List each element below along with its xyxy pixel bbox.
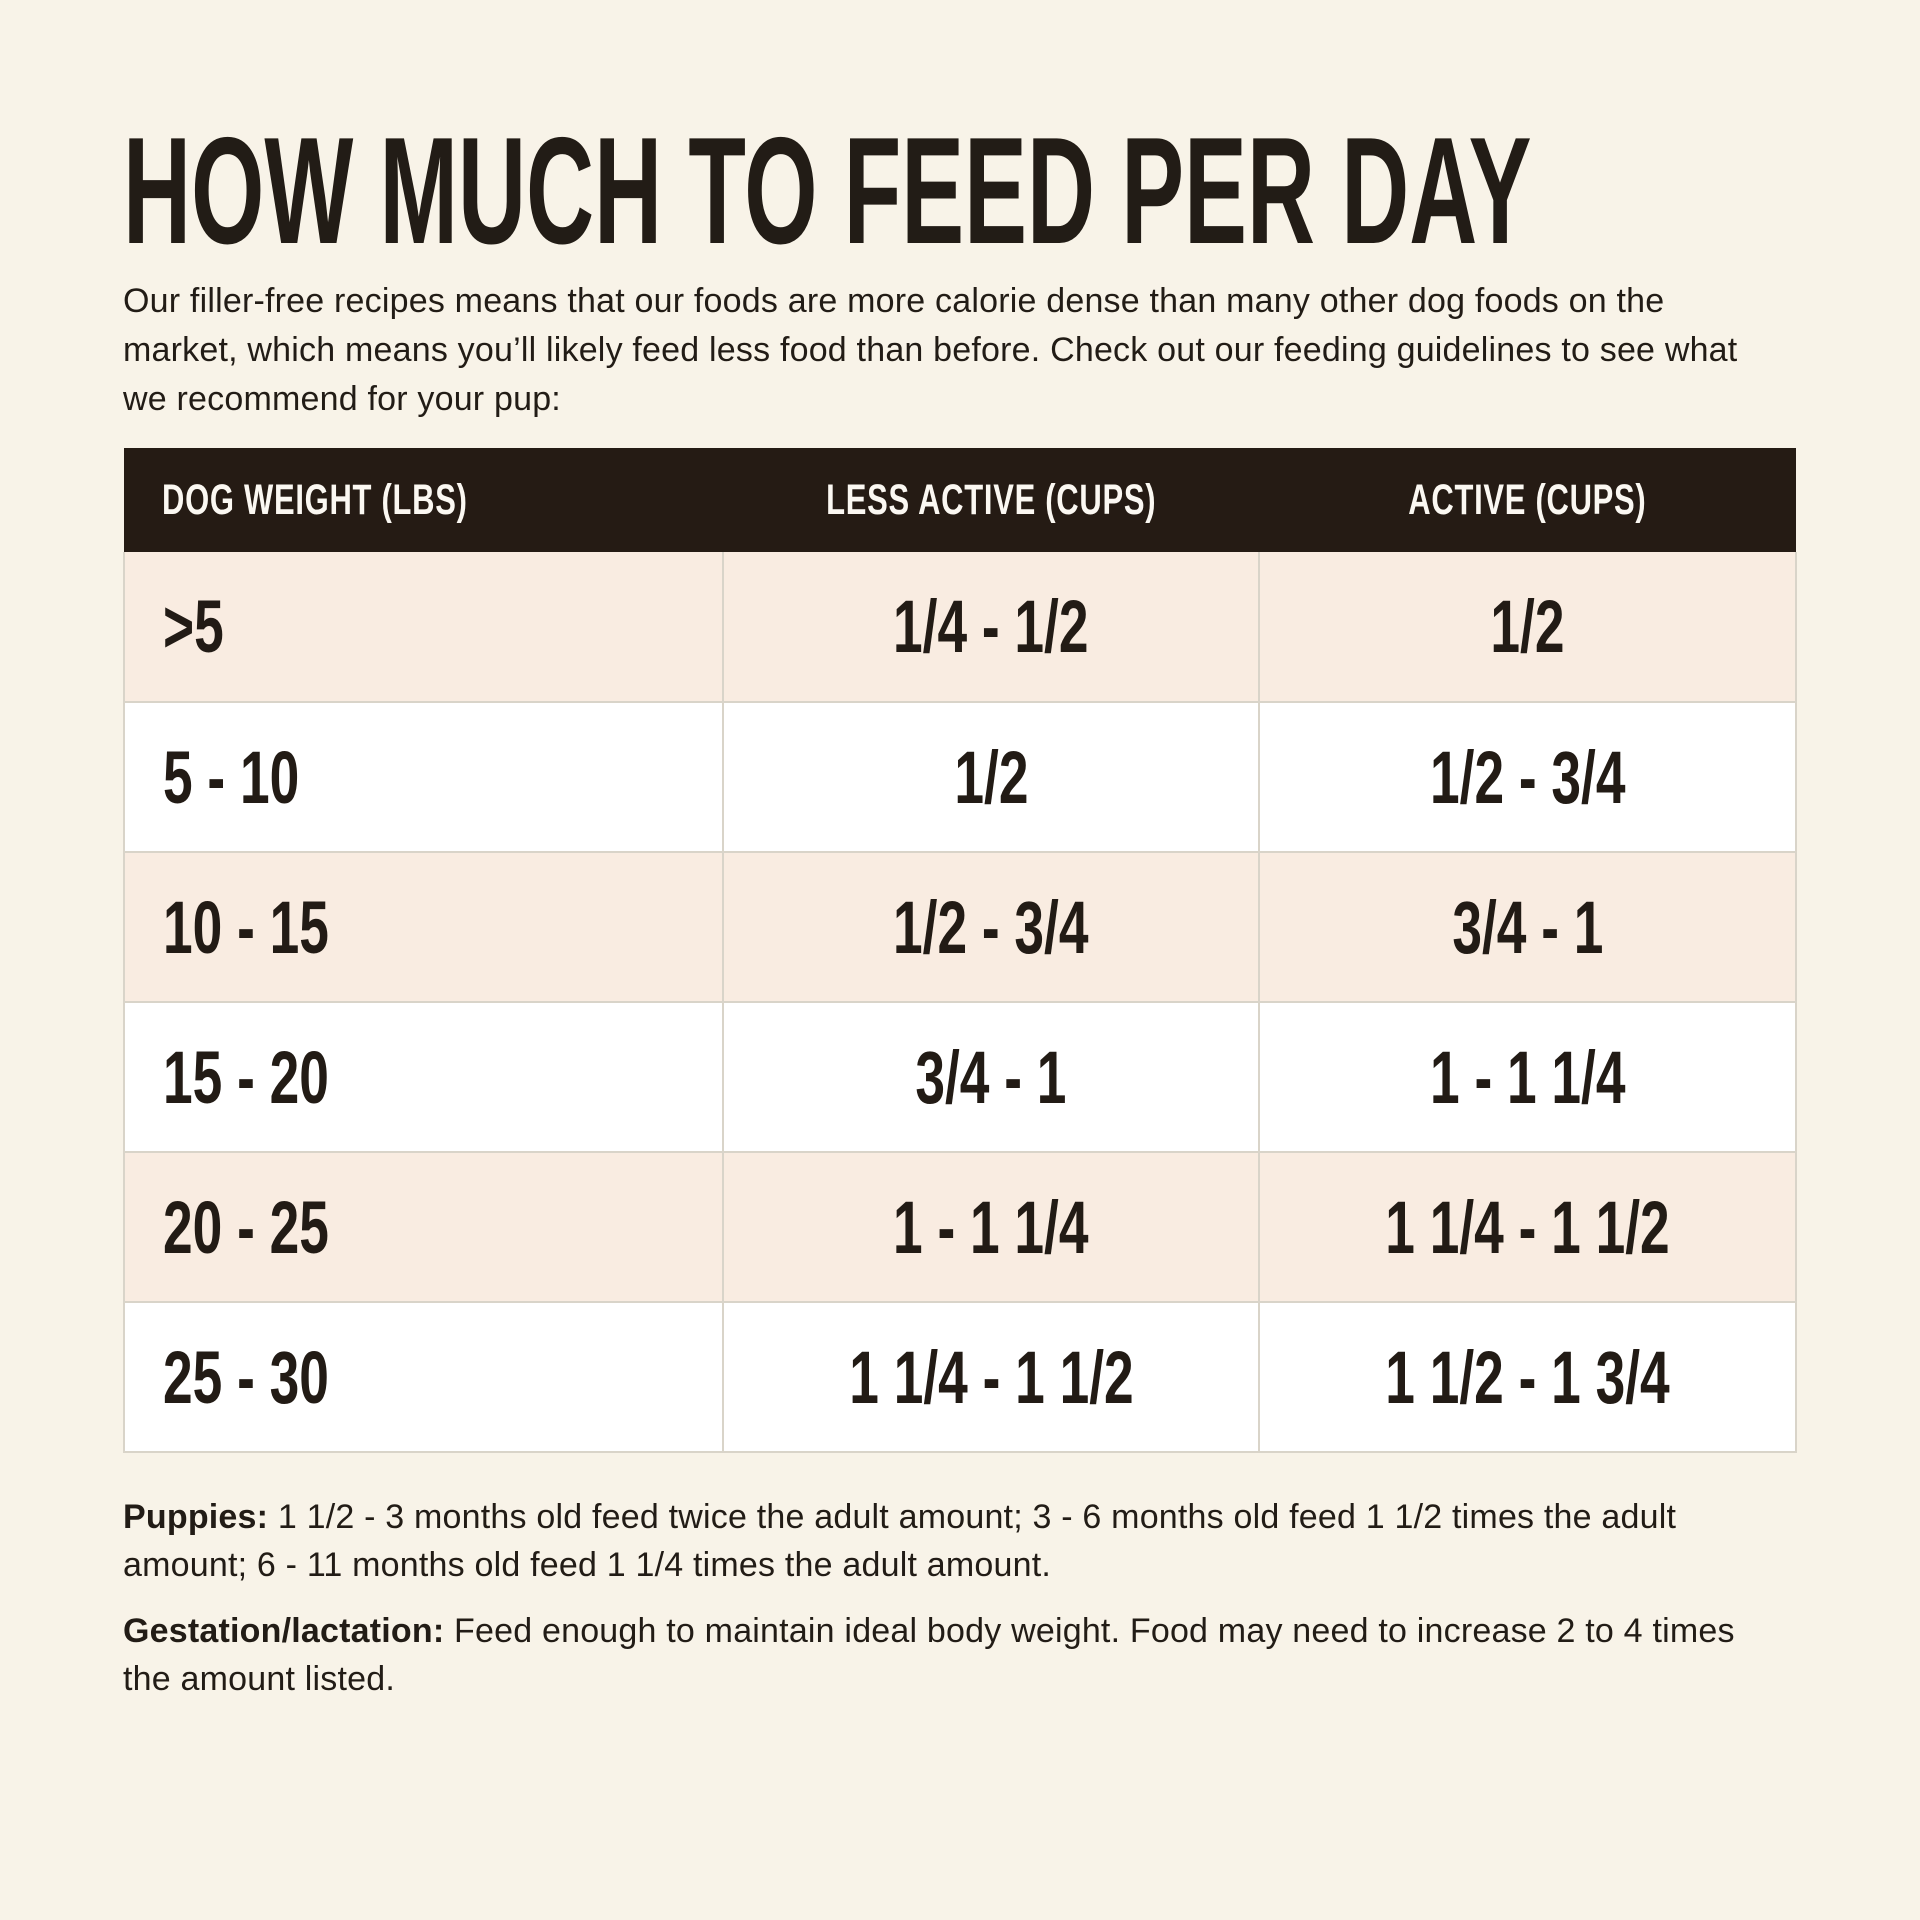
cell-less-active: 1/2 - 3/4 xyxy=(722,851,1260,1004)
intro-paragraph: Our filler-free recipes means that our f… xyxy=(123,282,1738,419)
cell-less-active: 1 - 1 1/4 xyxy=(722,1151,1260,1304)
note-puppies-text: 1 1/2 - 3 months old feed twice the adul… xyxy=(123,1498,1677,1585)
cell-weight: 20 - 25 xyxy=(123,1151,724,1304)
feeding-table: DOG WEIGHT (LBS) LESS ACTIVE (CUPS) ACTI… xyxy=(123,448,1797,1454)
cell-weight: 10 - 15 xyxy=(123,851,724,1004)
table-row: 5 - 10 1/2 1/2 - 3/4 xyxy=(123,701,1797,854)
cell-weight: >5 xyxy=(123,552,724,704)
table-row: >5 1/4 - 1/2 1/2 xyxy=(123,552,1797,704)
table-header-row: DOG WEIGHT (LBS) LESS ACTIVE (CUPS) ACTI… xyxy=(124,448,1796,553)
cell-less-active: 1/2 xyxy=(722,701,1260,854)
header-cell-dog-weight: DOG WEIGHT (LBS) xyxy=(124,448,723,553)
cell-active: 1 - 1 1/4 xyxy=(1258,1001,1797,1154)
note-puppies-label: Puppies: xyxy=(123,1498,269,1537)
cell-weight: 5 - 10 xyxy=(123,701,724,854)
cell-weight: 15 - 20 xyxy=(123,1001,724,1154)
cell-less-active: 3/4 - 1 xyxy=(722,1001,1260,1154)
header-label-less-active: LESS ACTIVE (CUPS) xyxy=(825,475,1157,524)
note-gestation: Gestation/lactation: Feed enough to main… xyxy=(123,1607,1768,1703)
feeding-guide-page: HOW MUCH TO FEED PER DAY Our filler-free… xyxy=(123,106,1797,1703)
cell-active: 1 1/2 - 1 3/4 xyxy=(1258,1301,1797,1454)
table-row: 20 - 25 1 - 1 1/4 1 1/4 - 1 1/2 xyxy=(123,1151,1797,1304)
header-label-dog-weight: DOG WEIGHT (LBS) xyxy=(162,475,468,524)
table-row: 10 - 15 1/2 - 3/4 3/4 - 1 xyxy=(123,851,1797,1004)
table-row: 25 - 30 1 1/4 - 1 1/2 1 1/2 - 1 3/4 xyxy=(123,1301,1797,1454)
cell-weight: 25 - 30 xyxy=(123,1301,724,1454)
page-title-text: HOW MUCH TO FEED PER DAY xyxy=(123,106,1532,276)
header-label-active: ACTIVE (CUPS) xyxy=(1408,475,1647,524)
cell-less-active: 1/4 - 1/2 xyxy=(722,552,1260,704)
cell-active: 3/4 - 1 xyxy=(1258,851,1797,1004)
header-cell-active: ACTIVE (CUPS) xyxy=(1259,448,1796,553)
cell-active: 1/2 - 3/4 xyxy=(1258,701,1797,854)
note-puppies: Puppies: 1 1/2 - 3 months old feed twice… xyxy=(123,1493,1768,1589)
page-title: HOW MUCH TO FEED PER DAY xyxy=(123,106,1795,276)
table-row: 15 - 20 3/4 - 1 1 - 1 1/4 xyxy=(123,1001,1797,1154)
note-gestation-text: Feed enough to maintain ideal body weigh… xyxy=(123,1612,1735,1699)
header-cell-less-active: LESS ACTIVE (CUPS) xyxy=(723,448,1259,553)
cell-active: 1 1/4 - 1 1/2 xyxy=(1258,1151,1797,1304)
note-gestation-label: Gestation/lactation: xyxy=(123,1612,445,1651)
cell-less-active: 1 1/4 - 1 1/2 xyxy=(722,1301,1260,1454)
cell-active: 1/2 xyxy=(1258,552,1797,704)
